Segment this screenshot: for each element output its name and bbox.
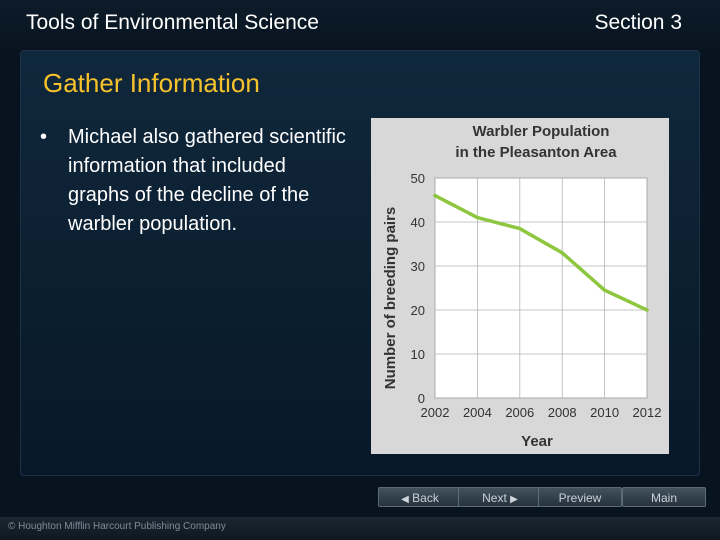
data-point-5 — [645, 308, 649, 312]
main-button-label: Main — [650, 491, 677, 505]
back-button-label: Back — [412, 491, 439, 505]
y-tick-label-2: 20 — [411, 303, 425, 318]
y-axis-label: Number of breeding pairs — [382, 207, 399, 390]
y-tick-label-1: 10 — [411, 347, 425, 362]
next-button-label: Next — [482, 491, 507, 505]
data-point-2 — [518, 227, 522, 231]
y-tick-label-0: 0 — [418, 391, 425, 406]
series-line — [433, 193, 649, 312]
x-tick-label-2: 2006 — [505, 405, 534, 420]
preview-button[interactable]: Preview — [538, 487, 622, 507]
data-point-0 — [433, 194, 437, 198]
main-button[interactable]: Main — [622, 487, 706, 507]
x-tick-label-4: 2010 — [590, 405, 619, 420]
chart-svg: Warbler Population in the Pleasanton Are… — [382, 123, 662, 450]
back-arrow-icon: ◀ — [401, 494, 409, 505]
data-point-3 — [560, 251, 564, 255]
chart-title-line-2: in the Pleasanton Area — [455, 144, 617, 161]
data-point-1 — [475, 216, 479, 220]
warbler-chart: Warbler Population in the Pleasanton Are… — [371, 118, 669, 454]
back-button[interactable]: ◀ Back — [378, 487, 462, 507]
y-tick-label-3: 30 — [411, 259, 425, 274]
header-title: Tools of Environmental Science — [26, 11, 319, 34]
bullet-text: Michael also gathered scientific informa… — [68, 126, 346, 235]
slide-heading: Gather Information — [43, 68, 260, 98]
x-tick-label-5: 2012 — [633, 405, 662, 420]
copyright-text: © Houghton Mifflin Harcourt Publishing C… — [8, 521, 226, 532]
footer-strip — [0, 517, 720, 540]
x-axis-label: Year — [521, 433, 553, 450]
preview-button-label: Preview — [558, 491, 602, 505]
next-arrow-icon: ▶ — [510, 494, 518, 505]
y-tick-label-5: 50 — [411, 171, 425, 186]
data-point-4 — [603, 288, 607, 292]
section-label: Section 3 — [594, 11, 682, 34]
y-tick-label-4: 40 — [411, 215, 425, 230]
bullet-marker: • — [40, 126, 48, 148]
header-bar — [0, 0, 720, 50]
x-tick-label-1: 2004 — [463, 405, 492, 420]
x-tick-label-3: 2008 — [548, 405, 577, 420]
next-button[interactable]: Next ▶ — [458, 487, 542, 507]
x-tick-label-0: 2002 — [421, 405, 450, 420]
chart-title-line-1: Warbler Population — [473, 123, 610, 140]
